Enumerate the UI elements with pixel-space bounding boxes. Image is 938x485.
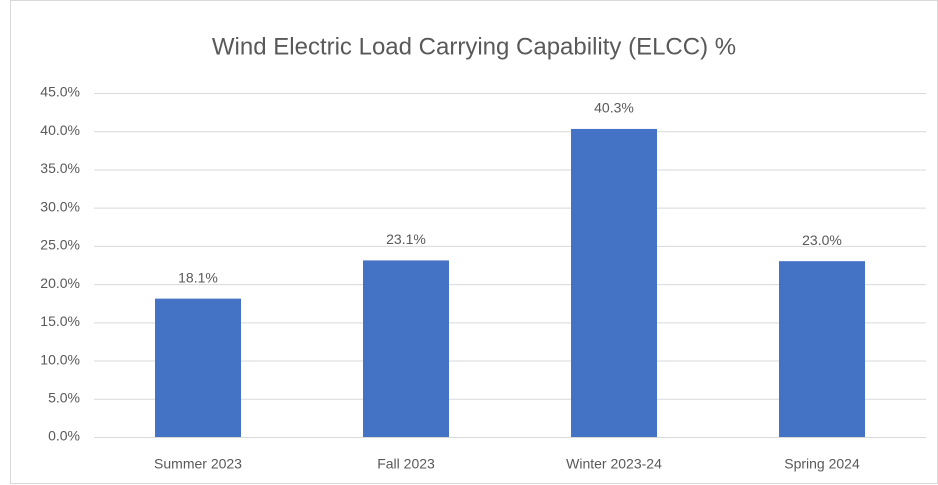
data-label: 18.1% (178, 269, 218, 285)
y-tick-label: 30.0% (40, 198, 80, 214)
y-tick-label: 10.0% (40, 351, 80, 367)
chart-title: Wind Electric Load Carrying Capability (… (212, 33, 736, 60)
bar (363, 260, 449, 437)
data-label: 40.3% (594, 100, 634, 116)
data-label: 23.0% (802, 232, 842, 248)
y-tick-label: 40.0% (40, 122, 80, 138)
bar (779, 261, 865, 437)
y-tick-label: 25.0% (40, 237, 80, 253)
x-tick-label: Fall 2023 (377, 456, 435, 472)
y-tick-label: 20.0% (40, 275, 80, 291)
x-tick-label: Winter 2023-24 (566, 456, 662, 472)
y-tick-label: 15.0% (40, 313, 80, 329)
bar (571, 128, 657, 437)
x-tick-label: Spring 2024 (784, 456, 860, 472)
x-tick-label: Summer 2023 (154, 456, 242, 472)
y-tick-label: 45.0% (40, 84, 80, 100)
y-tick-label: 0.0% (48, 428, 80, 444)
bar (155, 298, 241, 437)
y-tick-label: 5.0% (48, 389, 80, 405)
data-label: 23.1% (386, 231, 426, 247)
y-tick-label: 35.0% (40, 160, 80, 176)
